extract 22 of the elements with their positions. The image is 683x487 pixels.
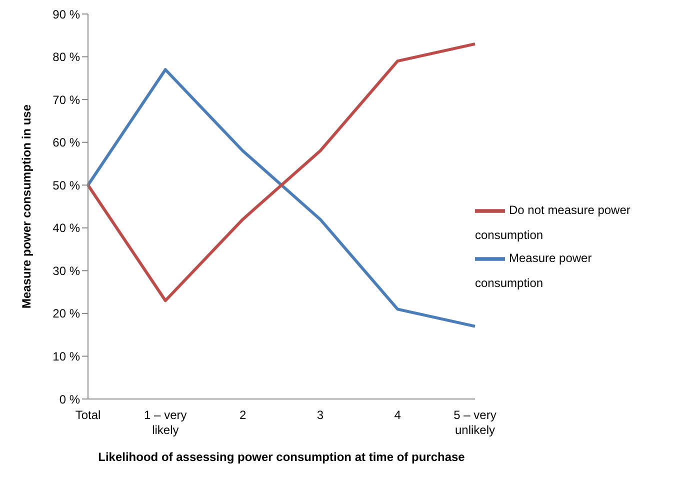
x-tick-label: 1 – very likely bbox=[144, 408, 187, 437]
y-tick-label: 80 % bbox=[52, 50, 80, 64]
x-tick-label: 4 bbox=[394, 408, 402, 422]
legend-label: Measure power consumption bbox=[475, 250, 592, 290]
x-axis-title: Likelihood of assessing power consumption at time of purchase bbox=[98, 450, 466, 464]
y-tick-label: 60 % bbox=[52, 136, 80, 150]
line-series bbox=[86, 42, 476, 302]
x-tick-label: Total bbox=[75, 408, 101, 422]
y-axis-title: Measure power consumption in use bbox=[19, 104, 34, 309]
y-tick-label: 40 % bbox=[52, 221, 80, 236]
y-tick-label: 30 % bbox=[52, 264, 80, 278]
x-tick-label: 2 bbox=[239, 408, 246, 422]
x-tick-label: 3 bbox=[316, 408, 324, 422]
x-tick-label: 5 – very unlikely bbox=[454, 408, 496, 437]
y-tick-label: 10 % bbox=[52, 349, 80, 364]
y-tick-label: 50 % bbox=[52, 178, 80, 192]
y-tick-label: 20 % bbox=[52, 306, 80, 321]
line-series bbox=[86, 68, 476, 328]
y-tick-label: 90 % bbox=[52, 7, 80, 22]
legend-label: Do not measure power consumption bbox=[475, 202, 630, 242]
y-tick-label: 70 % bbox=[52, 92, 80, 107]
y-tick-label: 0 % bbox=[59, 392, 80, 406]
